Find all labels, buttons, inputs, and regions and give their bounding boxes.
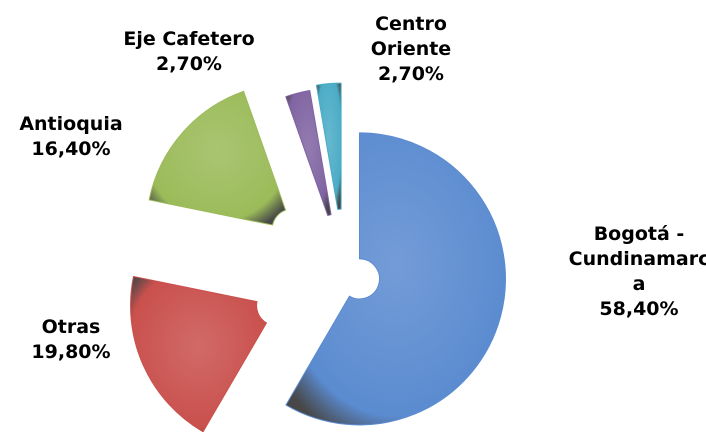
pie-slice bbox=[148, 90, 287, 226]
value-label: 2,70% bbox=[378, 63, 444, 85]
pie-slice bbox=[285, 132, 506, 426]
pie-slice bbox=[285, 89, 332, 216]
slice-label: Eje Cafetero 2,70% bbox=[118, 27, 260, 77]
value-label: 19,80% bbox=[31, 341, 111, 363]
slice-label: Bogotá - Cundinamarca 58,40% bbox=[568, 222, 706, 322]
slice-label: Otras 19,80% bbox=[0, 315, 142, 365]
pie-slice bbox=[130, 275, 267, 432]
category-label: Antioquia bbox=[19, 113, 123, 135]
category-label: Bogotá - Cundinamarca bbox=[568, 223, 706, 295]
category-label: Otras bbox=[41, 316, 101, 338]
value-label: 2,70% bbox=[156, 53, 222, 75]
value-label: 16,40% bbox=[31, 138, 111, 160]
slice-label: Antioquia 16,40% bbox=[0, 112, 142, 162]
category-label: Centro Oriente bbox=[370, 13, 452, 60]
value-label: 58,40% bbox=[599, 298, 679, 320]
pie-slice bbox=[315, 82, 342, 210]
slice-label: Centro Oriente 2,70% bbox=[340, 12, 482, 87]
category-label: Eje Cafetero bbox=[123, 28, 255, 50]
